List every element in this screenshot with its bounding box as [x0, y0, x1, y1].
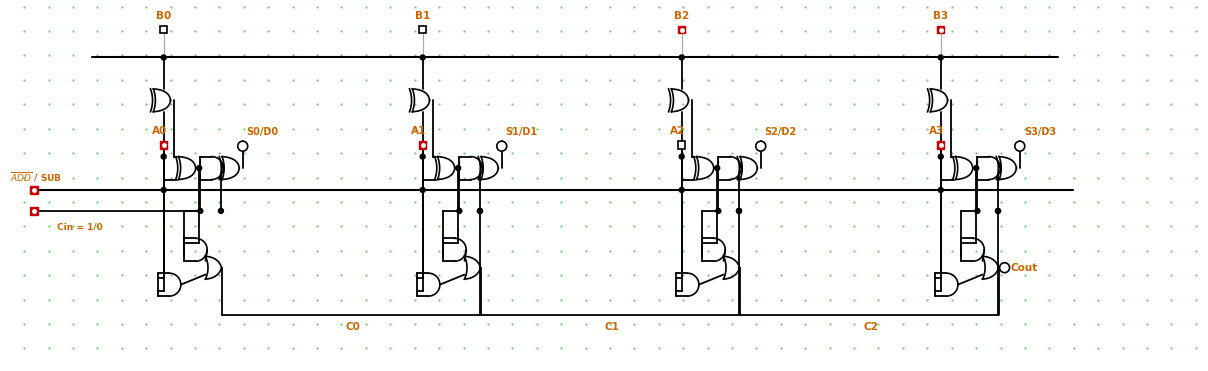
Circle shape — [457, 209, 461, 213]
Circle shape — [455, 165, 460, 171]
Bar — [159, 141, 168, 149]
Text: S0/D0: S0/D0 — [246, 127, 279, 137]
Circle shape — [161, 55, 167, 60]
Circle shape — [737, 209, 742, 213]
Bar — [937, 26, 945, 33]
Bar — [937, 141, 945, 149]
Circle shape — [756, 141, 766, 151]
Text: A1: A1 — [411, 126, 426, 136]
Circle shape — [737, 209, 742, 213]
Circle shape — [995, 209, 1000, 213]
Text: S3/D3: S3/D3 — [1023, 127, 1056, 137]
Text: Cout: Cout — [1011, 263, 1038, 273]
Circle shape — [975, 209, 980, 213]
Circle shape — [939, 187, 943, 193]
Text: $\overline{ADD}$ / SUB: $\overline{ADD}$ / SUB — [10, 171, 63, 184]
Bar — [419, 26, 426, 33]
Circle shape — [995, 209, 1000, 213]
Text: B1: B1 — [414, 11, 430, 21]
Bar — [159, 26, 168, 33]
Circle shape — [679, 187, 684, 193]
Text: A3: A3 — [929, 126, 943, 136]
Circle shape — [477, 209, 482, 213]
Text: C1: C1 — [605, 322, 620, 332]
Text: S1/D1: S1/D1 — [506, 127, 538, 137]
Circle shape — [679, 55, 684, 60]
Text: Cin = 1/0: Cin = 1/0 — [57, 223, 103, 232]
Circle shape — [496, 141, 506, 151]
Bar — [30, 207, 37, 215]
Text: A2: A2 — [669, 126, 685, 136]
Circle shape — [939, 55, 943, 60]
Circle shape — [420, 187, 425, 193]
Text: C0: C0 — [345, 322, 361, 332]
Text: S2/D2: S2/D2 — [765, 127, 797, 137]
Text: B3: B3 — [933, 11, 948, 21]
Circle shape — [161, 187, 167, 193]
Circle shape — [420, 154, 425, 159]
Circle shape — [679, 154, 684, 159]
Circle shape — [219, 209, 223, 213]
Circle shape — [1015, 141, 1024, 151]
Bar — [419, 141, 426, 149]
Bar — [678, 26, 685, 33]
Bar — [30, 186, 37, 194]
Text: B2: B2 — [674, 11, 689, 21]
Circle shape — [974, 165, 978, 171]
Circle shape — [715, 165, 720, 171]
Circle shape — [420, 55, 425, 60]
Circle shape — [238, 141, 248, 151]
Bar — [678, 141, 685, 149]
Circle shape — [999, 263, 1010, 273]
Circle shape — [477, 209, 482, 213]
Circle shape — [197, 165, 202, 171]
Text: C2: C2 — [864, 322, 878, 332]
Circle shape — [198, 209, 203, 213]
Circle shape — [716, 209, 721, 213]
Circle shape — [161, 154, 167, 159]
Text: B0: B0 — [156, 11, 172, 21]
Text: A0: A0 — [152, 126, 167, 136]
Circle shape — [939, 154, 943, 159]
